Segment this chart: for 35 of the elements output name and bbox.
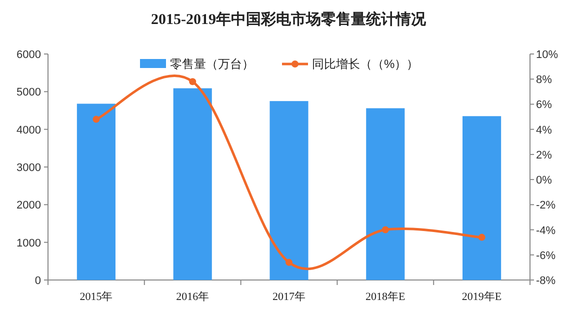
y-tick-label: 2000 bbox=[16, 200, 41, 212]
y2-tick-label: 6% bbox=[536, 99, 552, 112]
point bbox=[189, 78, 196, 86]
point bbox=[286, 258, 292, 266]
point bbox=[92, 116, 100, 123]
legend-label: 零售量（万台） bbox=[170, 57, 254, 71]
y2-tick-label: 10% bbox=[536, 49, 558, 61]
x-tick-label: 2018年E bbox=[366, 291, 406, 303]
chart-title: 2015-2019年中国彩电市场零售量统计情况 bbox=[151, 10, 427, 28]
y2-tick-label: 8% bbox=[536, 74, 552, 86]
y-tick-label: 3000 bbox=[16, 162, 41, 174]
point bbox=[382, 226, 389, 234]
y-tick-label: 1000 bbox=[16, 237, 41, 250]
y2-tick-label: -4% bbox=[536, 224, 556, 237]
bar bbox=[173, 88, 212, 280]
y-tick-label: 6000 bbox=[16, 49, 41, 61]
y2-tick-label: 4% bbox=[536, 124, 552, 136]
bar bbox=[76, 104, 116, 280]
y-tick-label: 4000 bbox=[16, 124, 41, 136]
x-tick-label: 2015年 bbox=[80, 291, 113, 303]
y2-tick-label: -8% bbox=[536, 275, 556, 287]
y2-tick-label: 2% bbox=[536, 149, 552, 162]
y-tick-label: 0 bbox=[34, 275, 41, 287]
bar bbox=[462, 116, 502, 280]
y-tick-label: 5000 bbox=[16, 86, 41, 99]
x-tick-label: 2017年 bbox=[272, 291, 306, 303]
y2-tick-label: 0% bbox=[536, 174, 552, 187]
bar bbox=[270, 101, 308, 280]
x-tick-label: 2016年 bbox=[176, 291, 210, 303]
x-tick-label: 2019年E bbox=[462, 291, 502, 303]
bar bbox=[366, 108, 405, 280]
point bbox=[478, 234, 486, 241]
legend-label: 同比增长（（%）） bbox=[312, 57, 419, 71]
y2-tick-label: -6% bbox=[536, 250, 556, 262]
y2-tick-label: -2% bbox=[536, 200, 556, 212]
